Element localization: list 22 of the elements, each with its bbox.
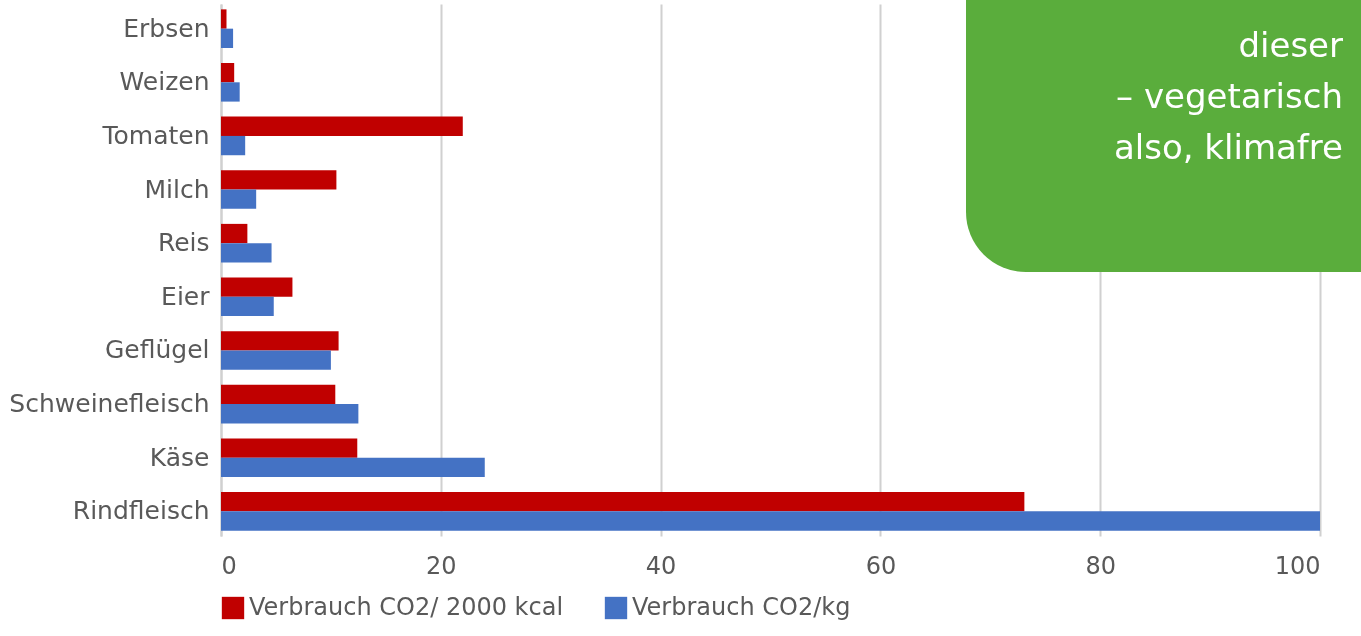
- y-tick-label: Eier: [161, 281, 211, 311]
- x-tick-label: 100: [1274, 551, 1321, 580]
- y-tick-label: Erbsen: [123, 13, 210, 43]
- x-tick-label: 0: [221, 551, 237, 580]
- y-tick-label: Milch: [144, 174, 210, 204]
- annotation: also, klimafre: [1112, 126, 1343, 169]
- y-tick-label: Rindfleisch: [72, 496, 210, 526]
- x-tick-label: 80: [1085, 551, 1116, 580]
- y-tick-label: Weizen: [119, 67, 210, 97]
- annotation: dieser: [1237, 24, 1343, 67]
- note-box: dieser – vegetarisch also, klimafre: [966, 0, 1361, 272]
- y-tick-label: Reis: [157, 228, 210, 258]
- y-tick-label: Schweinefleisch: [9, 389, 210, 419]
- y-tick-label: Käse: [149, 442, 210, 472]
- annotation: – vegetarisch: [1115, 75, 1343, 118]
- legend-label: Verbrauch CO2/kg: [632, 593, 851, 621]
- x-tick-label: 60: [865, 551, 897, 580]
- y-tick-label: Geflügel: [104, 335, 210, 365]
- y-tick-label: Tomaten: [101, 120, 210, 150]
- legend-label: Verbrauch CO2/ 2000 kcal: [249, 593, 564, 621]
- x-tick-label: 40: [645, 551, 677, 580]
- x-tick-label: 20: [426, 551, 457, 580]
